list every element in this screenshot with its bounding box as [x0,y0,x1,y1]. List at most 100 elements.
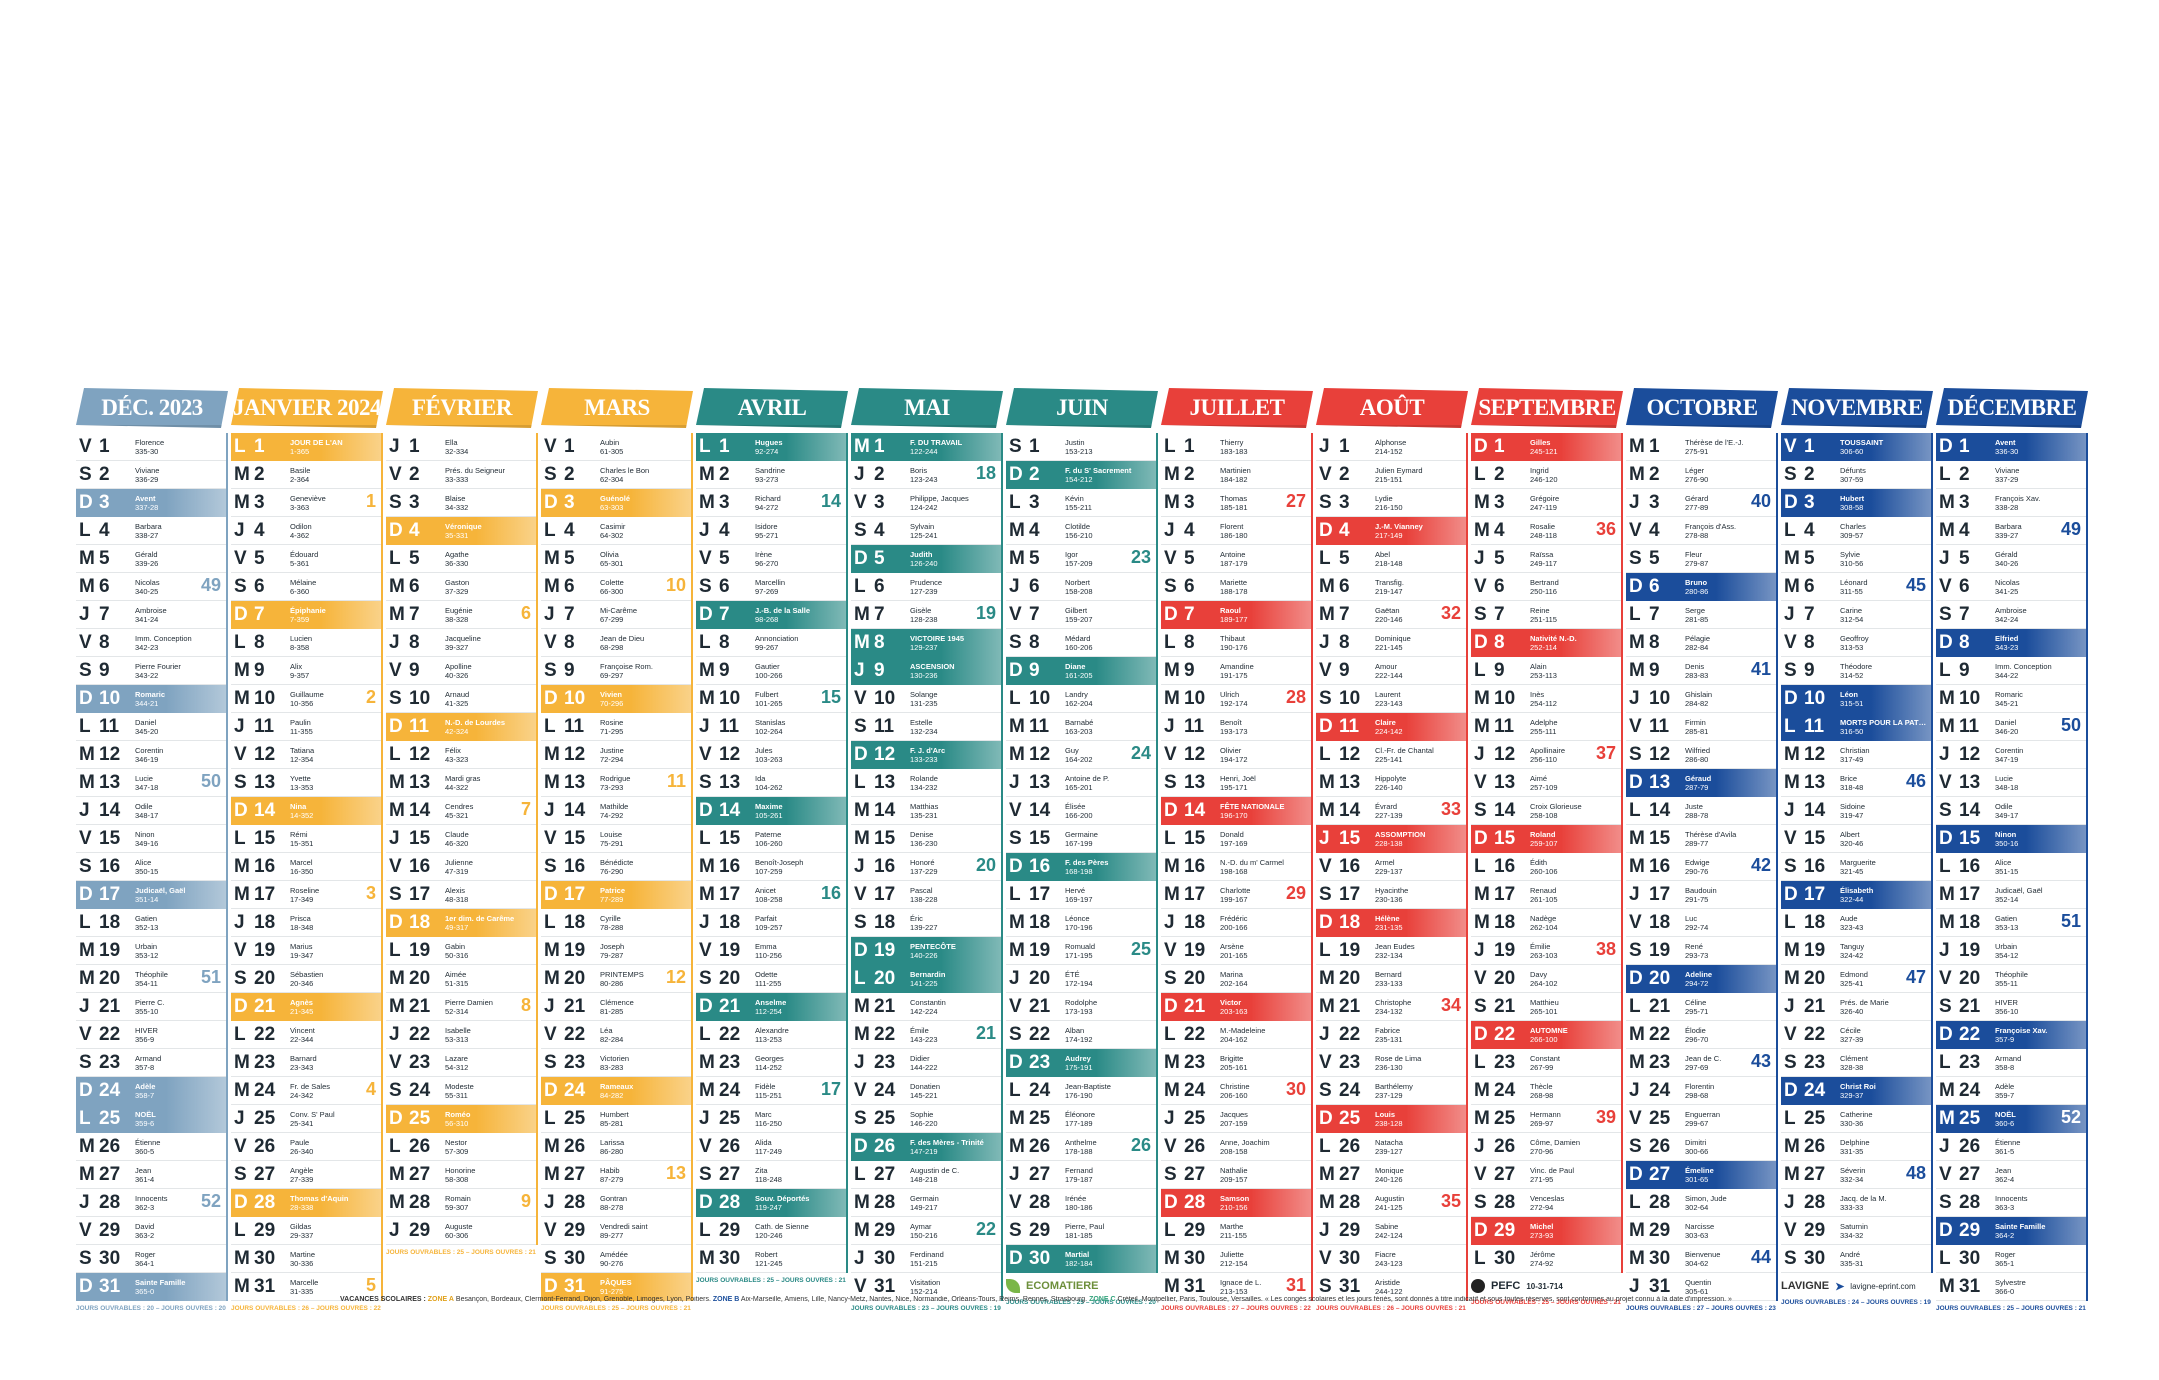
day-number: 24 [1804,1079,1826,1101]
saint-name: Élisée [1065,801,1086,811]
day-number: 17 [99,883,121,905]
weekday-letter: M [1009,519,1025,541]
day-number: 26 [1959,1135,1981,1157]
day-number: 4 [719,519,730,541]
day-number: 22 [719,1023,741,1045]
day-row: J 5 Gérald 340-26 [1936,545,2086,573]
saint-text: Odile 348-17 [135,802,226,820]
saint-text: René 293-73 [1685,942,1776,960]
weekday-letter: J [854,659,865,681]
weekday-letter: J [1164,715,1175,737]
day-number: 1 [564,435,575,457]
saint-name: Juliette [1220,1249,1244,1259]
saint-text: Benoît 193-173 [1220,718,1311,736]
saint-name: Odile [135,801,153,811]
saint-name: Martinien [1220,465,1251,475]
weekday-letter: M [699,1247,715,1269]
day-number: 23 [254,1051,276,1073]
weekday-letter: J [1629,1275,1640,1297]
day-of-year: 240-126 [1375,1174,1403,1184]
day-of-year: 149-217 [910,1202,938,1212]
saint-name: Pierre, Paul [1065,1221,1105,1231]
weekday-letter: M [234,687,250,709]
weekday-letter: M [1939,687,1955,709]
weekday-letter: L [1939,659,1951,681]
weekday-letter: D [1784,1079,1798,1101]
saint-text: Aimé 257-109 [1530,774,1621,792]
saint-text: Croix Glorieuse 258-108 [1530,802,1621,820]
month-column: DÉC. 2023 V 1 Florence 335-30 S 2 Viviane 336-29… [76,388,228,1312]
saint-text: Olivier 194-172 [1220,746,1311,764]
weekday-letter: V [1009,799,1022,821]
saint-name: Nicolas [1995,577,2020,587]
day-row: L 30 Roger 365-1 [1936,1245,2086,1273]
saint-text: Juste 288-78 [1685,802,1776,820]
day-row: M 16 Benoît-Joseph 107-259 [696,853,846,881]
weekday-letter: L [699,1023,711,1045]
day-row: M 31 Sylvestre 366-0 [1936,1273,2086,1301]
day-of-year: 172-194 [1065,978,1093,988]
day-number: 31 [1339,1275,1361,1297]
day-number: 8 [1339,631,1350,653]
day-row: J 26 Côme, Damien 270-96 [1471,1133,1621,1161]
day-row: V 5 Antoine 187-179 [1161,545,1311,573]
saint-text: N.-D. du m' Carmel 198-168 [1220,858,1311,876]
saint-name: Jean de Dieu [600,633,645,643]
day-number: 10 [564,687,586,709]
day-number: 29 [99,1219,121,1241]
day-number: 12 [564,743,586,765]
day-number: 5 [99,547,110,569]
saint-text: Léa 82-284 [600,1026,691,1044]
day-row: M 29 Aymar 150-216 22 [851,1217,1001,1245]
weekday-letter: M [234,1051,250,1073]
day-row: L 23 Constant 267-99 [1471,1049,1621,1077]
saint-text: Antoine de P. 165-201 [1065,774,1156,792]
saint-name: Juste [1685,801,1703,811]
day-of-year: 136-230 [910,838,938,848]
saint-name: Michel [1530,1221,1554,1231]
weekday-letter: D [389,519,403,541]
day-number: 18 [1959,911,1981,933]
saint-name: Davy [1530,969,1548,979]
day-number: 29 [1339,1219,1361,1241]
day-list: L 1 Thierry 183-183 M 2 Martinien 184-182 M 3 Thom… [1161,433,1313,1301]
weekday-letter: D [544,1079,558,1101]
saint-name: Delphine [1840,1137,1870,1147]
day-of-year: 261-105 [1530,894,1558,904]
weekday-letter: M [1164,491,1180,513]
saint-name: Judicaël, Gaël [135,885,186,895]
saint-text: Véronique 35-331 [445,522,536,540]
day-of-year: 323-43 [1840,922,1864,932]
saint-text: Hervé 169-197 [1065,886,1156,904]
day-of-year: 365-0 [135,1286,155,1296]
week-number: 29 [1285,883,1306,903]
day-row: V 6 Bertrand 250-116 [1471,573,1621,601]
saint-name: HIVER [135,1025,158,1035]
weekday-letter: M [1164,1247,1180,1269]
weekday-letter: M [1629,659,1645,681]
weekday-letter: M [79,575,95,597]
day-number: 19 [564,939,586,961]
week-number: 1 [365,491,376,511]
day-list: S 1 Justin 153-213 D 2 F. du S' Sacrement 154-2… [1006,433,1158,1273]
day-number: 9 [99,659,110,681]
weekday-letter: L [1009,1079,1021,1101]
day-number: 2 [1184,463,1195,485]
day-of-year: 202-164 [1220,978,1248,988]
day-number: 31 [1649,1275,1671,1297]
saint-text: Delphine 331-35 [1840,1138,1931,1156]
week-number: 46 [1905,771,1926,791]
day-of-year: 22-344 [290,1034,314,1044]
saint-text: Défunts 307-59 [1840,466,1931,484]
day-number: 15 [874,827,896,849]
day-of-year: 188-178 [1220,586,1248,596]
day-number: 15 [1959,827,1981,849]
saint-text: Sylvestre 366-0 [1995,1278,2086,1296]
saint-name: François Xav. [1995,493,2041,503]
day-of-year: 255-111 [1530,726,1557,736]
weekday-letter: M [854,995,870,1017]
day-row: J 18 Frédéric 200-166 [1161,909,1311,937]
saint-name: J.-B. de la Salle [755,605,811,615]
weekday-letter: J [1319,1023,1330,1045]
day-of-year: 296-70 [1685,1034,1709,1044]
